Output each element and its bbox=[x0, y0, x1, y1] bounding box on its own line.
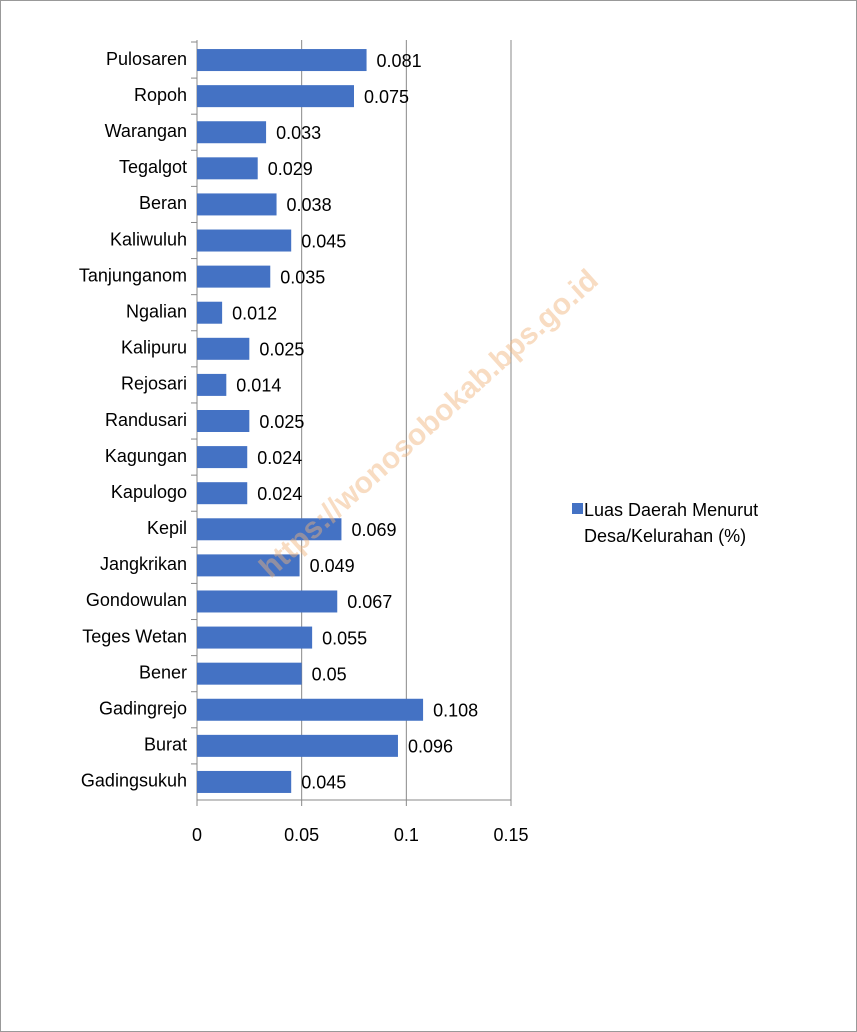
bar bbox=[197, 373, 227, 396]
bar bbox=[197, 554, 300, 577]
y-tick-label: Bener bbox=[139, 662, 187, 682]
bar bbox=[197, 85, 354, 108]
data-label: 0.069 bbox=[351, 520, 396, 540]
data-label: 0.029 bbox=[268, 159, 313, 179]
x-tick-label: 0.05 bbox=[284, 825, 319, 845]
bar bbox=[197, 410, 250, 432]
data-label: 0.045 bbox=[301, 231, 346, 251]
bar bbox=[197, 229, 292, 252]
bar bbox=[197, 626, 313, 649]
y-tick-label: Ngalian bbox=[126, 301, 187, 321]
bar bbox=[197, 590, 338, 613]
x-tick-label: 0.1 bbox=[394, 825, 419, 845]
y-tick-label: Jangkrikan bbox=[100, 554, 187, 574]
data-label: 0.033 bbox=[276, 123, 321, 143]
data-label: 0.05 bbox=[312, 664, 347, 684]
data-label: 0.081 bbox=[377, 51, 422, 71]
y-tick-label: Gadingrejo bbox=[99, 699, 187, 719]
bar bbox=[197, 301, 223, 324]
bar bbox=[197, 193, 277, 216]
y-tick-label: Gondowulan bbox=[86, 590, 187, 610]
bar bbox=[197, 662, 302, 685]
data-label: 0.012 bbox=[232, 303, 277, 323]
data-label: 0.035 bbox=[280, 267, 325, 287]
data-label: 0.038 bbox=[287, 195, 332, 215]
bar bbox=[197, 770, 292, 793]
x-tick-label: 0.15 bbox=[493, 825, 528, 845]
data-label: 0.096 bbox=[408, 737, 453, 757]
y-tick-label: Beran bbox=[139, 193, 187, 213]
data-label: 0.075 bbox=[364, 87, 409, 107]
y-tick-label: Kepil bbox=[147, 518, 187, 538]
y-tick-label: Rejosari bbox=[121, 374, 187, 394]
data-label: 0.024 bbox=[257, 484, 302, 504]
legend-label: Luas Daerah Menurut Desa/Kelurahan (%) bbox=[584, 500, 759, 546]
bar bbox=[197, 446, 248, 469]
legend-swatch bbox=[572, 503, 583, 514]
data-label: 0.025 bbox=[259, 340, 304, 360]
bar bbox=[197, 265, 271, 288]
data-label: 0.014 bbox=[236, 376, 281, 396]
y-tick-label: Warangan bbox=[105, 121, 187, 141]
y-tick-label: Tegalgot bbox=[119, 157, 187, 177]
bar bbox=[197, 734, 398, 757]
bar bbox=[197, 49, 367, 72]
bar bbox=[197, 121, 267, 144]
y-tick-label: Kalipuru bbox=[121, 338, 187, 358]
y-tick-label: Kagungan bbox=[105, 446, 187, 466]
y-tick-label: Teges Wetan bbox=[82, 626, 187, 646]
bar bbox=[197, 157, 258, 180]
data-label: 0.025 bbox=[259, 412, 304, 432]
bar bbox=[197, 482, 248, 505]
data-label: 0.108 bbox=[433, 701, 478, 721]
bar bbox=[197, 518, 342, 541]
data-label: 0.045 bbox=[301, 773, 346, 793]
y-tick-label: Randusari bbox=[105, 410, 187, 430]
y-tick-label: Ropoh bbox=[134, 85, 187, 105]
data-label: 0.024 bbox=[257, 448, 302, 468]
y-tick-label: Kapulogo bbox=[111, 482, 187, 502]
x-tick-label: 0 bbox=[192, 825, 202, 845]
bar bbox=[197, 337, 250, 360]
data-label: 0.067 bbox=[347, 592, 392, 612]
data-label: 0.055 bbox=[322, 628, 367, 648]
bar bbox=[197, 698, 424, 721]
y-tick-label: Pulosaren bbox=[106, 49, 187, 69]
y-tick-label: Kaliwuluh bbox=[110, 229, 187, 249]
y-tick-label: Tanjunganom bbox=[79, 265, 187, 285]
y-tick-label: Gadingsukuh bbox=[81, 771, 187, 791]
y-tick-label: Burat bbox=[144, 735, 187, 755]
data-label: 0.049 bbox=[310, 556, 355, 576]
